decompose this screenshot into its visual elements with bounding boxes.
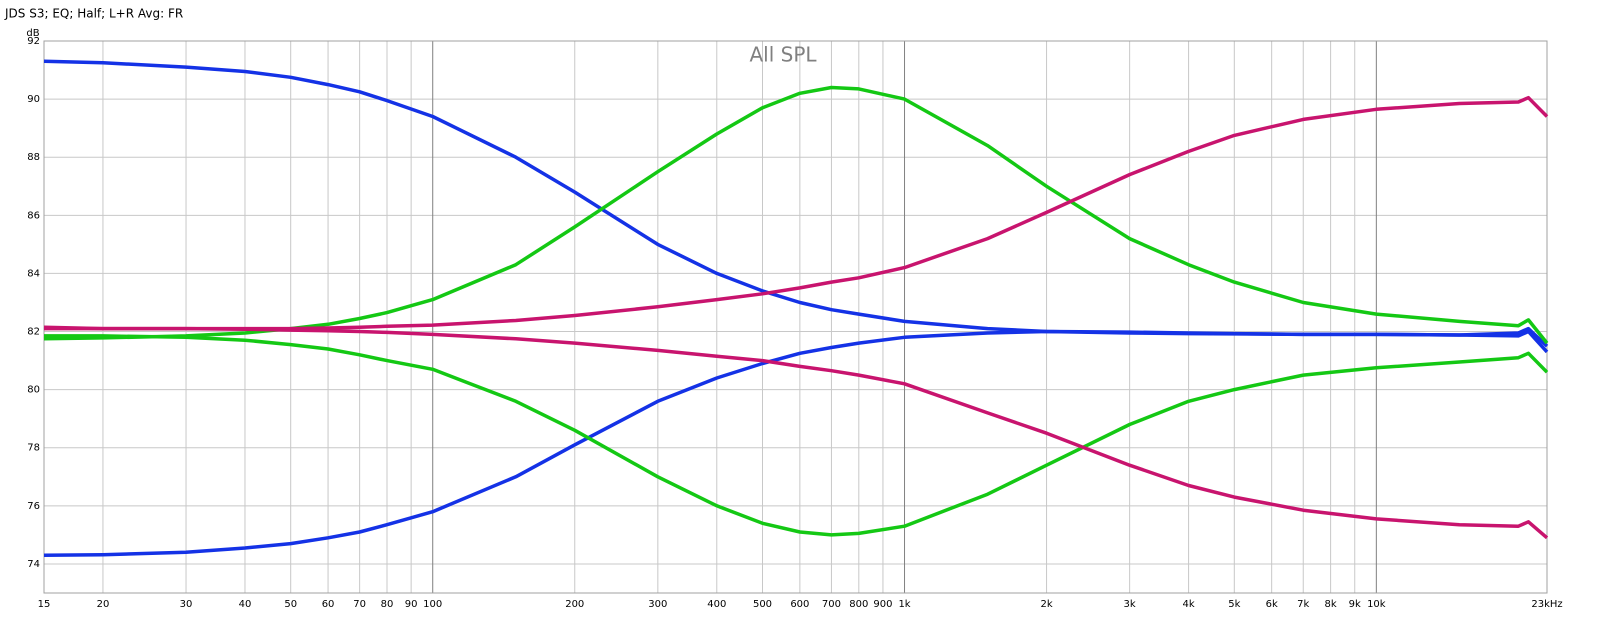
x-tick-label: 6k (1266, 599, 1278, 610)
x-tick-label: 40 (239, 599, 252, 610)
y-axis-label: dB (26, 28, 39, 39)
series-line (43, 326, 1549, 557)
plot-frame (43, 40, 1548, 594)
x-tick-label: 60 (322, 599, 335, 610)
x-tick-label: 200 (565, 599, 584, 610)
y-tick-label: 80 (27, 385, 40, 396)
y-tick-label: 86 (27, 210, 40, 221)
grid (43, 40, 1548, 593)
y-tick-label: 92 (27, 36, 40, 47)
x-tick-label: 15 (38, 599, 51, 610)
x-tick-label: 4k (1183, 599, 1195, 610)
y-tick-label: 82 (27, 327, 40, 338)
x-tick-label: 500 (753, 599, 772, 610)
x-tick-label: 1k (898, 599, 910, 610)
x-tick-label: 70 (353, 599, 366, 610)
x-tick-label: 23kHz (1531, 599, 1562, 610)
y-tick-label: 74 (27, 559, 40, 570)
x-tick-label: 10k (1367, 599, 1386, 610)
y-tick-label: 78 (27, 443, 40, 454)
y-tick-label: 76 (27, 501, 40, 512)
series-line (44, 95, 1549, 331)
x-tick-label: 30 (180, 599, 193, 610)
series-line (44, 334, 1549, 537)
x-tick-label: 8k (1325, 599, 1337, 610)
series-line (43, 85, 1549, 345)
y-tick-label: 84 (27, 268, 40, 279)
x-tick-label: 600 (790, 599, 809, 610)
x-tick-label: 7k (1297, 599, 1309, 610)
series-line (43, 325, 1549, 540)
x-tick-label: 300 (648, 599, 667, 610)
y-tick-label: 88 (27, 152, 40, 163)
x-tick-label: 90 (405, 599, 418, 610)
x-tick-label: 50 (284, 599, 297, 610)
plot-label: All SPL (749, 43, 817, 67)
x-tick-label: 20 (97, 599, 110, 610)
x-tick-label: 900 (873, 599, 892, 610)
x-tick-label: 3k (1124, 599, 1136, 610)
x-tick-label: 80 (381, 599, 394, 610)
x-tick-label: 700 (822, 599, 841, 610)
x-tick-label: 400 (707, 599, 726, 610)
x-tick-label: 800 (849, 599, 868, 610)
y-tick-label: 90 (27, 94, 40, 105)
series-line (43, 59, 1549, 354)
x-tick-label: 2k (1040, 599, 1052, 610)
x-tick-label: 5k (1228, 599, 1240, 610)
chart-title: JDS S3; EQ; Half; L+R Avg: FR (4, 7, 183, 21)
x-tick-label: 100 (423, 599, 442, 610)
x-tick-label: 9k (1349, 599, 1361, 610)
